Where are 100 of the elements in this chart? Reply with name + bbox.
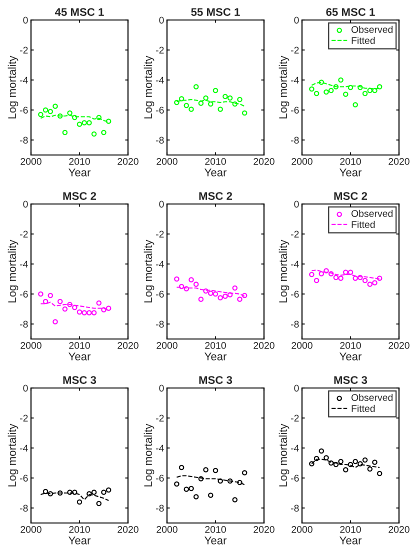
y-tick-label: -6 [20, 106, 28, 114]
y-tick-label: -6 [156, 106, 164, 114]
chart-title: MSC 2 [63, 192, 96, 200]
y-tick-label: -2 [20, 414, 28, 422]
y-tick-label: -6 [291, 290, 299, 298]
y-tick-label: -2 [156, 414, 164, 422]
y-tick-label: -6 [156, 474, 164, 482]
y-tick-label: -2 [291, 230, 299, 238]
x-axis-title: Year [340, 168, 362, 176]
y-tick-label: -4 [291, 76, 299, 84]
y-tick-label: -6 [20, 290, 28, 298]
y-tick-label: 0 [294, 16, 299, 24]
legend-label: Observed [351, 210, 393, 217]
y-tick-label: 0 [159, 384, 164, 392]
y-tick-label: 0 [159, 16, 164, 24]
y-tick-label: -4 [291, 260, 299, 268]
y-tick-label: -8 [156, 320, 164, 328]
x-tick-label: 2010 [205, 342, 226, 349]
y-axis-title: Log mortality [278, 424, 290, 486]
x-axis-title: Year [204, 168, 227, 176]
y-tick-label: -6 [20, 474, 28, 482]
x-axis-title: Year [68, 168, 91, 176]
y-tick-label: -2 [20, 230, 28, 238]
x-axis-title: Year [340, 536, 362, 544]
y-axis-title: Log mortality [278, 56, 290, 118]
x-tick-label: 2010 [205, 526, 226, 533]
y-tick-label: 0 [23, 384, 28, 392]
x-tick-label: 2010 [340, 342, 361, 349]
legend-label: Fitted [352, 220, 375, 228]
y-tick-label: -2 [20, 46, 28, 54]
chart-title: MSC 3 [199, 376, 232, 384]
x-tick-label: 2000 [156, 526, 178, 533]
y-tick-label: -4 [156, 260, 164, 268]
x-tick-label: 2020 [254, 158, 274, 165]
x-axis-title: Year [68, 352, 91, 360]
y-tick-label: -8 [291, 136, 299, 144]
y-tick-label: -8 [20, 504, 28, 512]
x-tick-label: 2020 [388, 342, 410, 349]
y-axis-title: Log mortality [8, 56, 18, 118]
legend-label: Fitted [352, 404, 375, 412]
y-axis-title: Log mortality [144, 240, 154, 302]
y-tick-label: -8 [291, 504, 299, 512]
y-tick-label: -2 [291, 414, 299, 422]
x-tick-label: 2020 [388, 158, 410, 165]
y-tick-label: -4 [156, 76, 164, 84]
y-axis-title: Log mortality [144, 424, 154, 486]
y-tick-label: -8 [20, 136, 28, 144]
x-tick-label: 2000 [292, 526, 312, 533]
x-tick-label: 2000 [156, 342, 178, 349]
legend-label: Observed [351, 26, 393, 33]
x-axis-title: Year [68, 536, 91, 544]
chart-title: 65 MSC 1 [326, 8, 375, 16]
y-axis-title: Log mortality [278, 240, 290, 302]
chart-title: MSC 2 [199, 192, 232, 200]
x-tick-label: 2020 [118, 526, 138, 533]
y-tick-label: -8 [156, 136, 164, 144]
x-tick-label: 2000 [20, 342, 42, 349]
y-tick-label: -8 [291, 320, 299, 328]
y-axis-title: Log mortality [8, 424, 18, 486]
x-tick-label: 2020 [254, 342, 274, 349]
x-tick-label: 2010 [205, 158, 226, 165]
y-tick-label: -4 [156, 444, 164, 452]
y-tick-label: -6 [291, 474, 299, 482]
x-tick-label: 2000 [292, 342, 312, 349]
y-tick-label: -8 [20, 320, 28, 328]
y-tick-label: -2 [291, 46, 299, 54]
y-axis-title: Log mortality [8, 240, 18, 302]
x-axis-title: Year [340, 352, 362, 360]
chart-title: MSC 2 [334, 192, 368, 200]
x-tick-label: 2010 [340, 158, 361, 165]
legend-label: Observed [351, 394, 393, 401]
x-tick-label: 2010 [69, 526, 90, 533]
y-tick-label: -8 [156, 504, 164, 512]
y-tick-label: 0 [23, 16, 28, 24]
x-tick-label: 2020 [388, 526, 410, 533]
x-tick-label: 2010 [69, 158, 90, 165]
chart-title: MSC 3 [63, 376, 96, 384]
y-axis-title: Log mortality [144, 56, 154, 118]
x-tick-label: 2020 [254, 526, 274, 533]
y-tick-label: 0 [294, 384, 299, 392]
x-tick-label: 2010 [69, 342, 90, 349]
line-series [176, 475, 246, 486]
y-tick-label: -6 [156, 290, 164, 298]
x-tick-label: 2020 [118, 342, 138, 349]
y-tick-label: 0 [159, 200, 164, 208]
chart-title: 55 MSC 1 [191, 8, 240, 16]
x-tick-label: 2000 [292, 158, 312, 165]
y-tick-label: 0 [23, 200, 28, 208]
legend-label: Fitted [352, 36, 375, 44]
x-tick-label: 2000 [156, 158, 178, 165]
y-tick-label: -4 [20, 76, 28, 84]
y-tick-label: -2 [156, 230, 164, 238]
chart-title: 45 MSC 1 [54, 8, 104, 16]
x-tick-label: 2000 [20, 526, 42, 533]
x-tick-label: 2010 [340, 526, 361, 533]
x-axis-title: Year [204, 352, 227, 360]
y-tick-label: -6 [291, 106, 299, 114]
chart-title: MSC 3 [334, 376, 368, 384]
y-tick-label: -4 [291, 444, 299, 452]
y-tick-label: -2 [156, 46, 164, 54]
